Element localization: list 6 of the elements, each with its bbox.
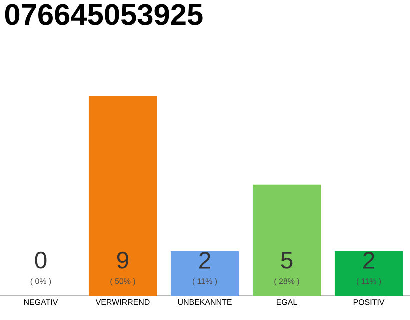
- data-label: 9: [117, 252, 129, 269]
- data-label: 0: [35, 252, 47, 269]
- data-label: 2: [200, 252, 210, 269]
- data-label: 5: [281, 252, 293, 269]
- chart-title: 076645053925: [5, 4, 203, 26]
- data-label: 2: [364, 252, 374, 269]
